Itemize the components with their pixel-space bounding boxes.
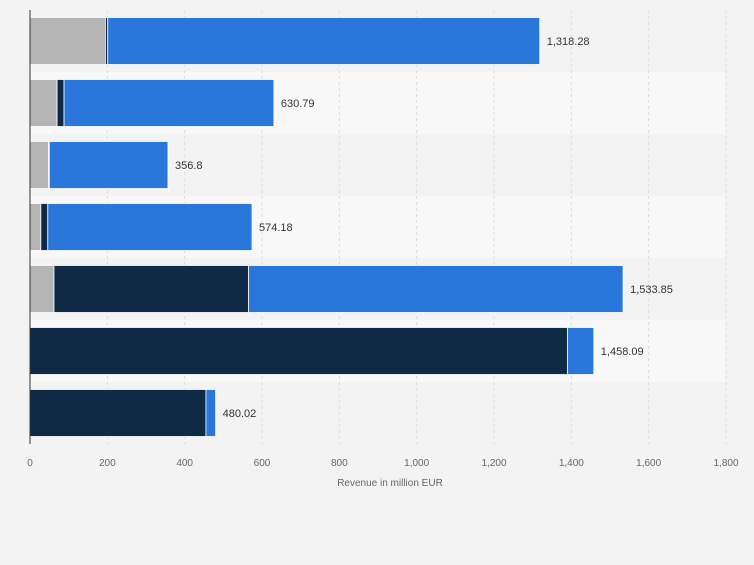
- bar-segment: [29, 17, 106, 65]
- bar-segment: [47, 203, 253, 251]
- x-axis-title: Revenue in million EUR: [337, 478, 443, 489]
- bar-segment: [53, 265, 249, 313]
- x-tick-label: 1,400: [559, 458, 584, 469]
- bar-segment: [29, 327, 568, 375]
- data-label: 356.8: [175, 160, 203, 172]
- data-label: 1,318.28: [547, 36, 590, 48]
- data-label: 574.18: [259, 222, 293, 234]
- bar-segment: [63, 79, 275, 127]
- bar-segment: [29, 79, 58, 127]
- bar-segment: [40, 203, 49, 251]
- x-tick-label: 1,800: [713, 458, 738, 469]
- bar-segment: [29, 265, 55, 313]
- bar-segment: [48, 141, 169, 189]
- data-label: 1,533.85: [630, 284, 673, 296]
- x-tick-label: 1,000: [404, 458, 429, 469]
- x-tick-label: 600: [254, 458, 271, 469]
- bar-segment: [107, 17, 541, 65]
- bar-segment: [29, 203, 42, 251]
- bar-segment: [567, 327, 595, 375]
- data-label: 630.79: [281, 98, 315, 110]
- x-tick-label: 800: [331, 458, 348, 469]
- data-label: 480.02: [223, 408, 257, 420]
- x-tick-label: 1,200: [481, 458, 506, 469]
- x-tick-label: 0: [27, 458, 33, 469]
- data-label: 1,458.09: [601, 346, 644, 358]
- x-tick-label: 200: [99, 458, 116, 469]
- x-tick-label: 400: [176, 458, 193, 469]
- bar-segment: [205, 389, 217, 437]
- bar-segment: [248, 265, 624, 313]
- bar-segment: [56, 79, 65, 127]
- bar-segment: [29, 389, 207, 437]
- x-tick-label: 1,600: [636, 458, 661, 469]
- bar-segment: [29, 141, 49, 189]
